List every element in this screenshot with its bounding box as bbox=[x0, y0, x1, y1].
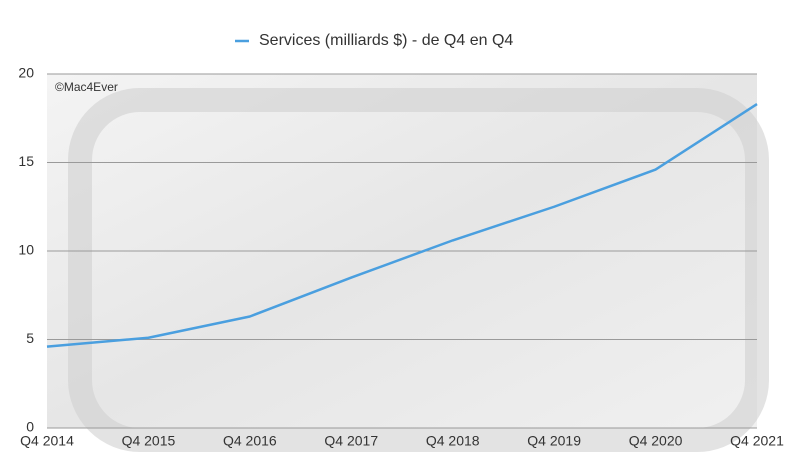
phone-outline bbox=[68, 88, 769, 452]
legend-label: Services (milliards $) - de Q4 en Q4 bbox=[259, 32, 513, 49]
x-tick-label: Q4 2019 bbox=[527, 433, 581, 449]
annotation: ©Mac4Ever bbox=[55, 80, 118, 94]
x-tick-label: Q4 2014 bbox=[20, 433, 74, 449]
x-tick-label: Q4 2021 bbox=[730, 433, 784, 449]
x-tick-label: Q4 2018 bbox=[426, 433, 480, 449]
y-tick-label: 10 bbox=[18, 242, 34, 258]
y-tick-label: 20 bbox=[18, 65, 34, 81]
y-tick-label: 5 bbox=[26, 330, 34, 346]
x-tick-label: Q4 2016 bbox=[223, 433, 277, 449]
x-tick-label: Q4 2015 bbox=[122, 433, 176, 449]
x-tick-label: Q4 2017 bbox=[324, 433, 378, 449]
y-tick-label: 15 bbox=[18, 153, 34, 169]
y-tick-label: 0 bbox=[26, 419, 34, 435]
line bbox=[46, 103, 758, 348]
x-tick-label: Q4 2020 bbox=[629, 433, 683, 449]
